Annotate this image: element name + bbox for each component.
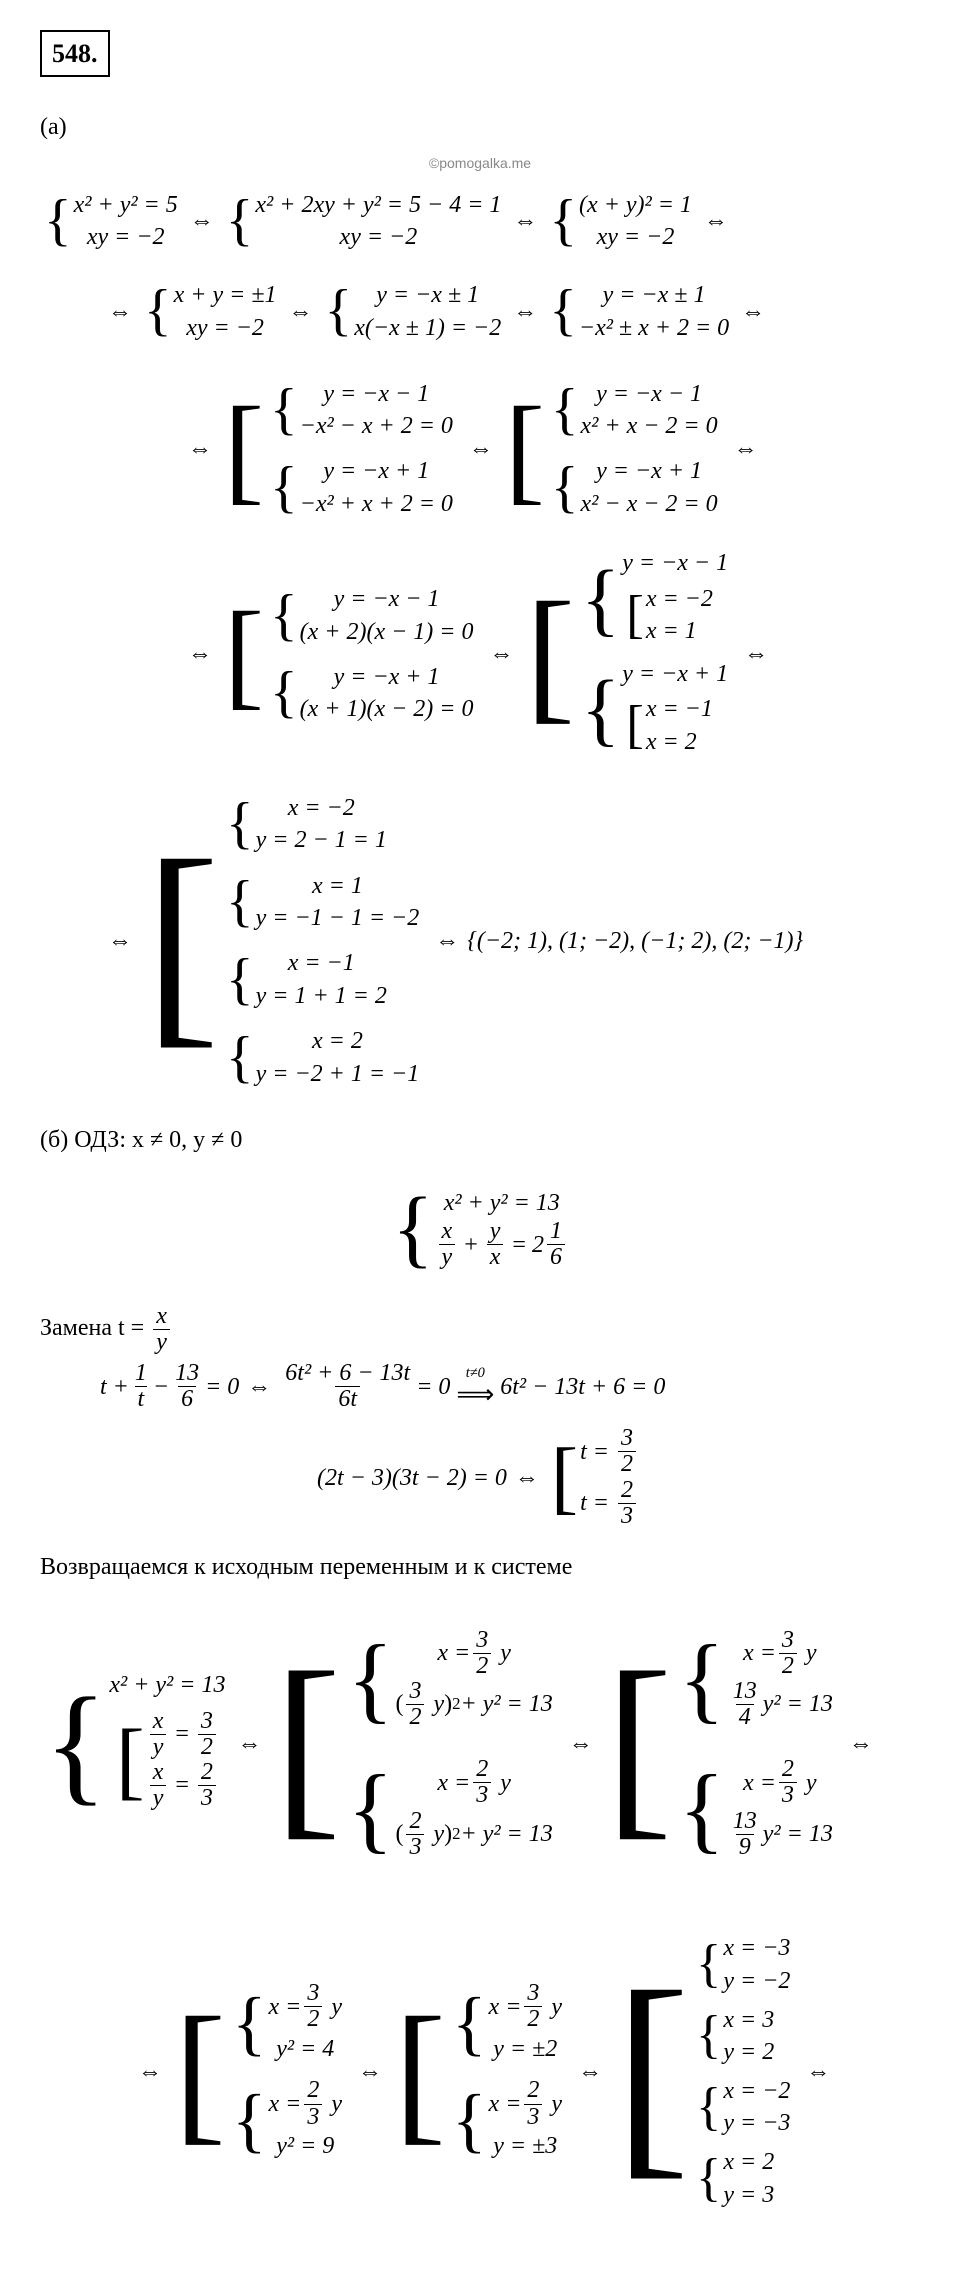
pa-s1-x: x = −2 [288,792,355,824]
pa-answer: {(−2; 1), (1; −2), (−1; 2), (2; −1)} [467,923,803,959]
pb-factored: (2t − 3)(3t − 2) = 0 ⇔ [ t = 32 t = 23 [40,1416,920,1538]
pa-line4: ⇔ [ { y = −x − 1 (x + 2)(x − 1) = 0 { y … [40,543,920,766]
pa-sys5-eq1: y = −x ± 1 [376,279,479,311]
pb-teq-final: 6t² − 13t + 6 = 0 [500,1369,665,1405]
pa-u1a-eq2: −x² − x + 2 = 0 [300,410,453,442]
pb-big2: ⇔ [ { x = 32 y y² = 4 { x = 23 y y² = 9 … [40,1901,920,2243]
part-b-label: (б) ОДЗ: x ≠ 0, y ≠ 0 [40,1122,920,1158]
pa-s3-x: x = −1 [288,947,355,979]
pa-line1: { x² + y² = 5 xy = −2 ⇔ { x² + 2xy + y² … [40,178,920,264]
pa-sys6-eq2: −x² ± x + 2 = 0 [579,312,729,344]
pa-u4b-eq1: y = −x + 1 [622,658,728,690]
pa-sys1-eq1: x² + y² = 5 [74,189,178,221]
pa-s4-x: x = 2 [312,1025,363,1057]
pa-sys4-eq1: x + y = ±1 [174,279,277,311]
pa-u3a-eq1: y = −x − 1 [334,583,440,615]
problem-number: 548. [40,30,110,77]
pa-u1b-eq1: y = −x + 1 [323,455,429,487]
pa-sys5-eq2: x(−x ± 1) = −2 [354,312,501,344]
pa-u3a-eq2: (x + 2)(x − 1) = 0 [300,616,474,648]
pa-u2a-eq1: y = −x − 1 [596,378,702,410]
pa-u3b-eq1: y = −x + 1 [334,661,440,693]
pa-sys3-eq2: xy = −2 [597,221,675,253]
pa-line3: ⇔ [ { y = −x − 1 −x² − x + 2 = 0 { y = −… [40,359,920,539]
pa-u4b-x2: x = 2 [646,726,697,758]
pa-u4a-x1: x = −2 [646,583,713,615]
pa-u4b-x1: x = −1 [646,693,713,725]
pb-sys1-eq1: x² + y² = 13 [444,1187,560,1219]
pa-u2a-eq2: x² + x − 2 = 0 [581,410,718,442]
pa-sys2-eq1: x² + 2xy + y² = 5 − 4 = 1 [255,189,501,221]
pa-s4-y: y = −2 + 1 = −1 [256,1058,420,1090]
pa-u2b-eq1: y = −x + 1 [596,455,702,487]
pa-s2-y: y = −1 − 1 = −2 [256,902,420,934]
pa-sys3-eq1: (x + y)² = 1 [579,189,692,221]
pa-u1b-eq2: −x² + x + 2 = 0 [300,488,453,520]
pb-sub-text: Замена t = xy [40,1304,920,1355]
pb-return-text: Возвращаемся к исходным переменным и к с… [40,1549,920,1585]
pb-teq: t + 1t − 136 = 0 ⇔ 6t² + 6 − 13t6t = 0 t… [40,1361,920,1412]
pa-line2: ⇔ { x + y = ±1 xy = −2 ⇔ { y = −x ± 1 x(… [40,268,920,354]
pb-sys1-eq2: xy + yx = 2 16 [436,1219,568,1270]
pa-u1a-eq1: y = −x − 1 [323,378,429,410]
watermark-1: ©pomogalka.me [40,153,920,174]
pa-sys1-eq2: xy = −2 [87,221,165,253]
pa-sys6-eq1: y = −x ± 1 [603,279,706,311]
pa-s2-x: x = 1 [312,870,363,902]
pa-line5: ⇔ [ { x = −2 y = 2 − 1 = 1 { x = 1 y = −… [40,770,920,1112]
pa-sys2-eq2: xy = −2 [340,221,418,253]
pb-sys1: { x² + y² = 13 xy + yx = 2 16 ©pomogalka… [40,1164,920,1294]
pa-sys4-eq2: xy = −2 [186,312,264,344]
part-a-label: (а) [40,109,920,145]
pa-u4a-x2: x = 1 [646,615,697,647]
pa-u3b-eq2: (x + 1)(x − 2) = 0 [300,693,474,725]
pa-u2b-eq2: x² − x − 2 = 0 [581,488,718,520]
pa-s3-y: y = 1 + 1 = 2 [256,980,387,1012]
pa-s1-y: y = 2 − 1 = 1 [256,824,387,856]
pb-big1: { x² + y² = 13 [ xy = 32 xy = 23 ⇔ [ { x… [40,1591,920,1897]
pa-u4a-eq1: y = −x − 1 [622,547,728,579]
